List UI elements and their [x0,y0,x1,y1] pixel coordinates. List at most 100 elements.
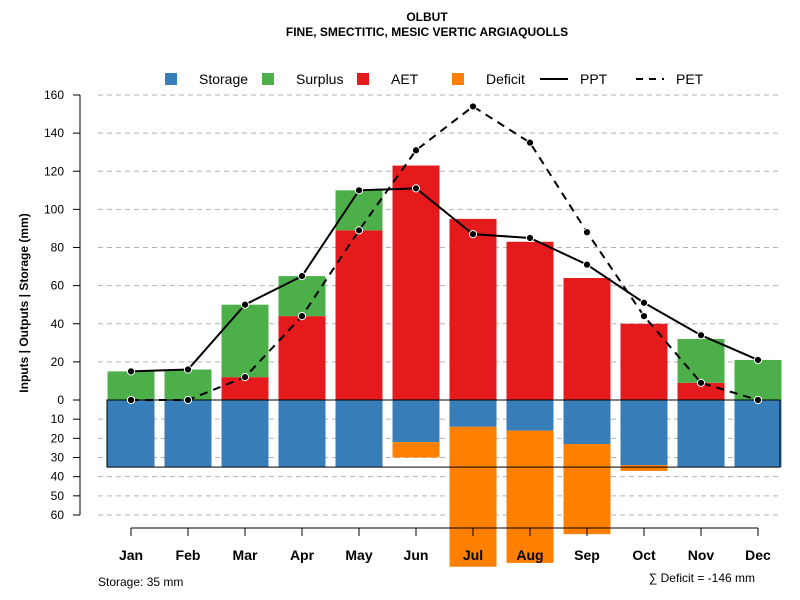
aet-bar [335,230,383,400]
aet-bar [620,323,668,400]
pet-point [468,102,478,111]
ppt-point [297,271,307,281]
surplus-bar [221,304,269,378]
y-tick-label: 20 [51,355,65,369]
deficit-note: ∑ Deficit = -146 mm [649,571,755,585]
pet-point [354,226,364,235]
ppt-point [411,184,421,193]
legend-label: Surplus [296,71,343,87]
storage-bar [164,400,212,468]
storage-bar [734,400,782,468]
y-tick-label: 50 [51,489,65,503]
storage-bar [449,400,497,427]
y-tick-label: 10 [51,412,65,426]
pet-point [696,378,706,387]
x-tick-label: Mar [233,547,258,563]
y-tick-label: 20 [51,431,65,445]
deficit-bar [449,426,497,567]
storage-bar [620,400,668,466]
ppt-point [696,331,706,340]
storage-bar [221,400,269,468]
storage-bar [107,400,155,468]
y-tick-label: 100 [44,202,64,216]
ppt-point [354,186,364,195]
x-tick-label: Jul [463,547,483,563]
y-tick-label: 0 [57,393,64,407]
chart-subtitle: FINE, SMECTITIC, MESIC VERTIC ARGIAQUOLL… [286,25,568,39]
y-tick-label: 160 [44,88,64,102]
deficit-bar [563,444,611,535]
aet-bar [278,316,326,400]
surplus-bar [335,190,383,231]
y-tick-label: 40 [51,317,65,331]
ppt-point [639,298,649,307]
lines [126,102,763,405]
ppt-point [525,233,535,243]
legend-label: AET [391,71,419,87]
legend-label: PPT [580,71,608,87]
deficit-bar [392,442,440,458]
x-tick-label: May [345,547,372,563]
legend-label: Deficit [486,71,525,87]
x-tick-label: Feb [176,547,201,563]
ppt-point [582,260,592,269]
pet-point [240,373,250,382]
storage-bar [335,400,383,468]
y-tick-label: 40 [51,470,65,484]
y-tick-label: 30 [51,451,65,465]
aet-bar [449,218,497,400]
deficit-bar [506,430,554,563]
bars [107,165,782,567]
legend: Storage Surplus AET Deficit PPT PET [165,71,704,87]
chart-title: OLBUT [406,10,448,24]
legend-label: Storage [199,71,248,87]
legend-swatch [165,73,177,85]
ppt-point [126,367,136,376]
storage-bar [677,400,725,468]
legend-swatch [262,73,274,85]
ppt-point [183,365,193,374]
pet-point [582,228,592,237]
ppt-point [468,230,478,239]
storage-note: Storage: 35 mm [98,575,183,589]
axes: 0 20 40 60 80 100 120 140 160 10 20 30 40 50 60 Jan Feb M… [44,88,781,563]
surplus-bar [278,276,326,317]
aet-bar [677,382,725,400]
aet-bar [506,241,554,400]
ppt-point [753,355,763,365]
legend-swatch [452,73,464,85]
aet-bar [563,278,611,400]
ppt-line [130,187,759,373]
y-axis-label: Inputs | Outputs | Storage (mm) [17,213,31,392]
surplus-bar [677,339,725,383]
y-tick-label: 140 [44,126,64,140]
x-tick-label: Nov [688,547,715,563]
pet-point [411,146,421,155]
legend-swatch [357,73,369,85]
surplus-bar [107,371,155,400]
storage-bar [563,400,611,445]
storage-bar [392,400,440,443]
surplus-bar [164,369,212,400]
y-tick-label: 120 [44,164,64,178]
surplus-bar [734,359,782,400]
pet-point [639,312,649,321]
y-tick-label: 60 [51,508,65,522]
y-tick-label: 80 [51,241,65,255]
pet-point [297,312,307,321]
aet-bar [392,165,440,400]
x-tick-label: Oct [632,547,656,563]
pet-point [525,138,535,147]
pet-point [753,395,763,405]
x-tick-label: Jun [404,547,429,563]
x-tick-label: Sep [574,547,600,563]
x-tick-label: Dec [745,547,771,563]
legend-label: PET [676,71,704,87]
y-tick-label: 60 [51,279,65,293]
pet-point [183,395,193,405]
deficit-bar [620,465,668,471]
pet-point [126,395,136,405]
storage-capacity-box [106,399,781,468]
pet-line [131,105,759,401]
